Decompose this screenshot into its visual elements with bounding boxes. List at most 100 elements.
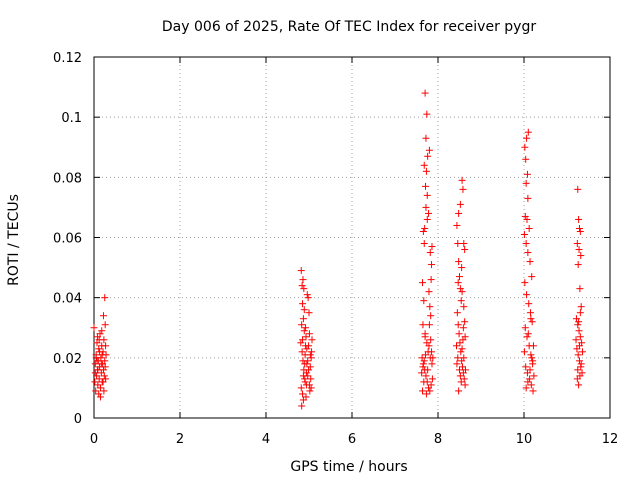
data-point [462, 366, 470, 374]
data-point [454, 240, 462, 248]
data-point [101, 294, 109, 302]
data-point [422, 134, 430, 142]
data-point [454, 321, 462, 329]
data-point [307, 375, 315, 383]
data-point [93, 333, 101, 341]
data-point [527, 315, 535, 323]
data-point [95, 390, 103, 398]
y-axis-title: ROTI / TECUs [6, 194, 22, 286]
data-point [460, 354, 468, 362]
data-point [576, 285, 584, 293]
data-point [457, 348, 465, 356]
data-point [522, 363, 530, 371]
data-point [299, 390, 307, 398]
data-point [304, 294, 312, 302]
data-point [575, 327, 583, 335]
data-point [93, 357, 101, 365]
data-point [530, 372, 538, 380]
data-point [427, 336, 435, 344]
x-tick-label: 6 [348, 432, 356, 447]
data-point [461, 381, 469, 389]
data-point [428, 348, 436, 356]
data-point [302, 324, 310, 332]
data-point [424, 152, 432, 160]
data-point [422, 372, 430, 380]
data-point [461, 318, 469, 326]
data-point [424, 366, 432, 374]
data-point [303, 345, 311, 353]
data-point [428, 375, 436, 383]
data-point [420, 161, 428, 169]
data-point [461, 246, 469, 254]
data-point [521, 324, 529, 332]
data-point [297, 384, 305, 392]
data-point [421, 224, 429, 232]
data-point [425, 342, 433, 350]
data-point [422, 182, 430, 190]
data-point [98, 351, 106, 359]
data-point [524, 330, 532, 338]
data-point [306, 387, 314, 395]
data-point [455, 209, 463, 217]
y-tick-label: 0.12 [53, 51, 82, 66]
data-point [455, 258, 463, 266]
data-point [458, 264, 466, 272]
data-point [458, 345, 466, 353]
data-point [420, 240, 428, 248]
data-point [299, 336, 307, 344]
data-point [527, 351, 535, 359]
x-tick-label: 10 [516, 432, 533, 447]
data-point [426, 303, 434, 311]
data-point [101, 357, 109, 365]
data-point [298, 321, 306, 329]
y-tick-label: 0.02 [53, 352, 82, 367]
data-point [97, 360, 105, 368]
data-point [528, 273, 536, 281]
data-point [574, 261, 582, 269]
data-point [429, 354, 437, 362]
data-point [523, 215, 531, 223]
data-point [304, 357, 312, 365]
data-points [90, 89, 586, 410]
data-point [577, 303, 585, 311]
data-point [523, 333, 531, 341]
data-point [90, 324, 98, 332]
data-point [307, 354, 315, 362]
data-point [576, 372, 584, 380]
data-point [427, 312, 435, 320]
data-point [421, 89, 429, 97]
data-point [577, 252, 585, 260]
data-point [456, 273, 463, 281]
data-point [305, 366, 313, 374]
data-point [574, 351, 582, 359]
data-point [308, 336, 316, 344]
data-point [419, 227, 427, 235]
data-point [575, 224, 583, 232]
data-point [422, 390, 430, 398]
data-point [425, 321, 433, 329]
data-point [99, 378, 107, 386]
data-point [521, 279, 529, 287]
data-point [527, 381, 535, 389]
data-point [95, 375, 103, 383]
data-point [419, 321, 427, 329]
data-point [300, 327, 308, 335]
data-point [522, 155, 530, 163]
data-point [300, 285, 308, 293]
data-point [423, 110, 431, 118]
data-point [308, 348, 316, 356]
data-point [422, 351, 430, 359]
data-point [453, 309, 461, 317]
data-point [98, 327, 106, 335]
data-point [423, 191, 431, 199]
data-point [303, 291, 311, 299]
data-point [529, 387, 537, 395]
data-point [302, 393, 310, 401]
data-point [526, 258, 534, 266]
data-point [455, 387, 463, 395]
data-point [300, 306, 308, 314]
data-point [420, 378, 428, 386]
data-point [577, 360, 585, 368]
y-tick-label: 0.06 [53, 232, 82, 247]
x-tick-labels: 0 2 4 6 8 10 12 [90, 432, 618, 447]
